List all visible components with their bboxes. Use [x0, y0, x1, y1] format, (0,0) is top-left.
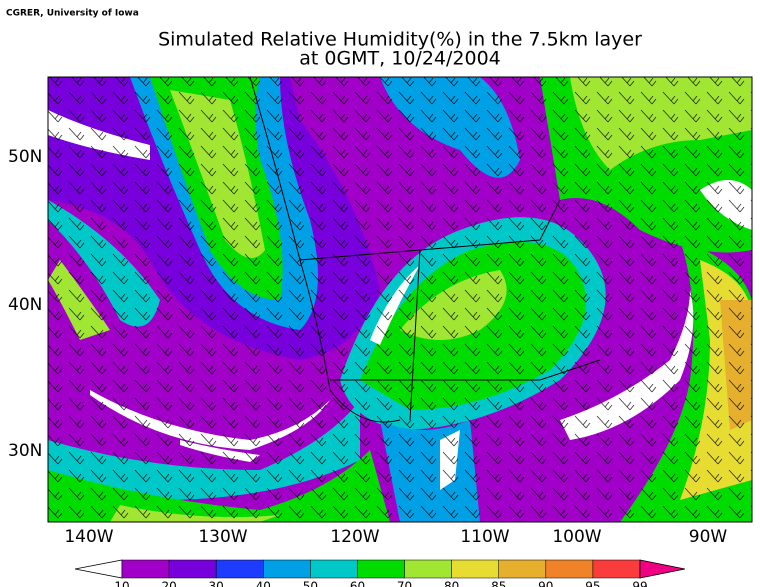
colorbar-label: 85 [491, 580, 506, 587]
colorbar-swatch [451, 559, 499, 579]
colorbar: 10 20 30 40 50 60 70 80 85 90 95 99 [74, 559, 686, 587]
title: Simulated Relative Humidity(%) in the 7.… [158, 29, 642, 51]
colorbar-swatch [357, 559, 405, 579]
lat-label: 40N [8, 295, 42, 315]
lon-label: 130W [198, 527, 247, 547]
lon-label: 90W [689, 527, 728, 547]
colorbar-label: 80 [444, 580, 459, 587]
subtitle: at 0GMT, 10/24/2004 [299, 48, 501, 70]
colorbar-label: 90 [538, 580, 553, 587]
colorbar-label: 50 [303, 580, 318, 587]
colorbar-end [74, 559, 123, 579]
colorbar-swatch [545, 559, 594, 579]
colorbar-swatch [215, 559, 264, 579]
lat-label: 50N [8, 147, 42, 167]
colorbar-label: 70 [397, 580, 412, 587]
colorbar-label: 20 [161, 580, 176, 587]
humidity-map [48, 77, 752, 522]
colorbar-label: 30 [209, 580, 224, 587]
colorbar-swatch [498, 559, 547, 579]
colorbar-swatch [404, 559, 452, 579]
colorbar-label: 40 [256, 580, 271, 587]
colorbar-end [639, 559, 686, 579]
lon-label: 110W [460, 527, 509, 547]
colorbar-swatch [168, 559, 217, 579]
colorbar-label: 10 [114, 580, 129, 587]
lon-label: 100W [552, 527, 601, 547]
colorbar-swatch [310, 559, 358, 579]
colorbar-label: 99 [632, 580, 647, 587]
lon-label: 120W [330, 527, 379, 547]
colorbar-swatch [121, 559, 170, 579]
lat-label: 30N [8, 441, 42, 461]
colorbar-label: 95 [585, 580, 600, 587]
colorbar-swatch [592, 559, 641, 579]
colorbar-label: 60 [350, 580, 365, 587]
credit: CGRER, University of Iowa [6, 9, 139, 19]
lon-label: 140W [64, 527, 113, 547]
colorbar-swatch [263, 559, 311, 579]
